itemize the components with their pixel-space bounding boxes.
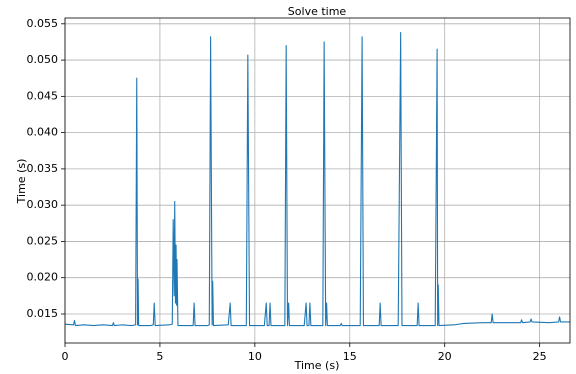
- x-axis-label: Time (s): [294, 359, 340, 372]
- line-series: [64, 31, 570, 327]
- x-tick-label: 10: [248, 350, 262, 363]
- y-tick-label: 0.035: [27, 162, 59, 175]
- x-tick-label: 5: [156, 350, 163, 363]
- y-tick-label: 0.045: [27, 89, 59, 102]
- x-tick-label: 0: [62, 350, 69, 363]
- x-tick-label: 20: [438, 350, 452, 363]
- y-tick-label: 0.050: [27, 53, 59, 66]
- y-tick-label: 0.025: [27, 234, 59, 247]
- y-tick-label: 0.020: [27, 271, 59, 284]
- x-tick-label: 25: [533, 350, 547, 363]
- chart-title: Solve time: [288, 5, 347, 18]
- y-tick-label: 0.040: [27, 126, 59, 139]
- y-tick-label: 0.030: [27, 198, 59, 211]
- y-tick-label: 0.055: [27, 17, 59, 30]
- plot-frame: [64, 17, 571, 344]
- y-axis-label: Time (s): [15, 159, 28, 205]
- y-tick-label: 0.015: [27, 307, 59, 320]
- x-tick-label: 15: [343, 350, 357, 363]
